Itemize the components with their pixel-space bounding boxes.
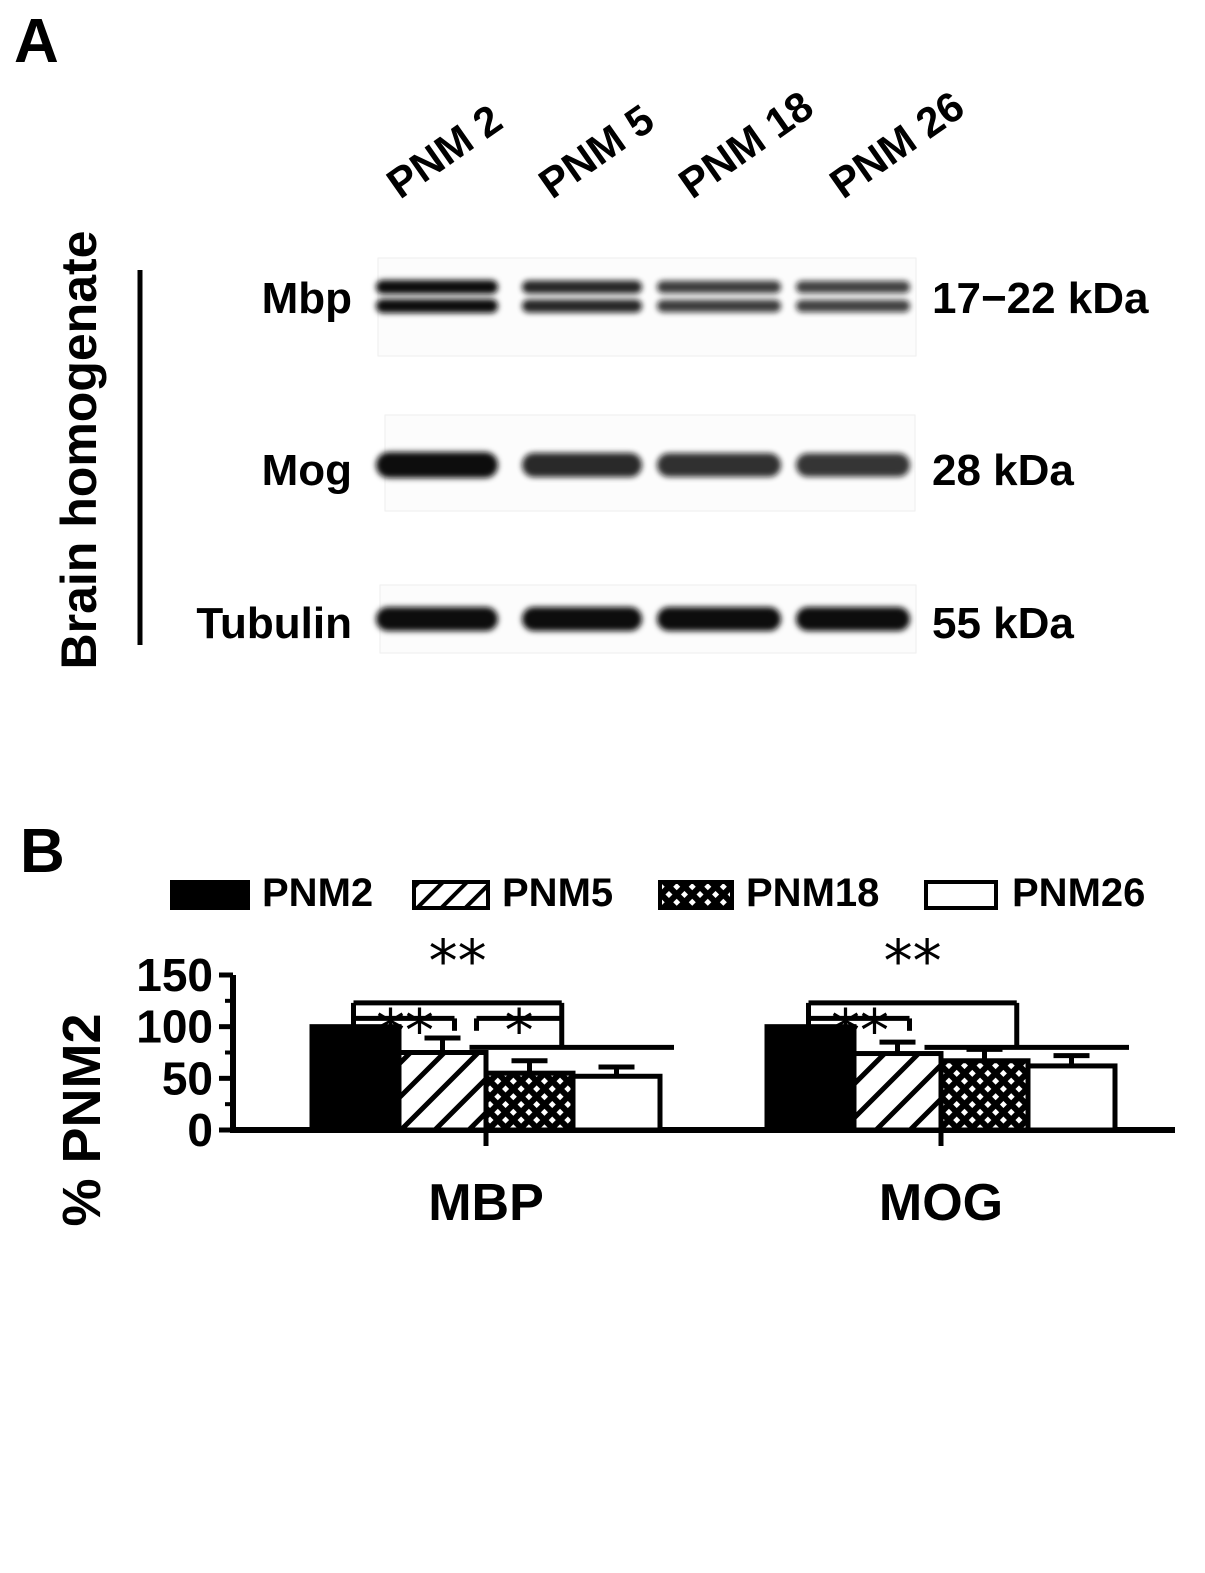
bar-pnm5-mog — [851, 1051, 944, 1133]
bar-pnm5-mbp — [396, 1050, 489, 1133]
blot-size-mbp: 17−22 kDa — [932, 274, 1149, 323]
legend-swatch-pnm18 — [658, 880, 734, 910]
legend-label: PNM2 — [262, 871, 373, 915]
x-category-label: MOG — [879, 1174, 1003, 1232]
legend-item: PNM5 — [412, 871, 613, 915]
significance-brackets: **** ***** — [351, 927, 1129, 1064]
blot-bands — [376, 280, 910, 631]
blot-band — [796, 453, 910, 477]
blot-band — [376, 299, 498, 313]
legend-label: PNM18 — [746, 871, 879, 915]
blot-band — [522, 452, 642, 478]
blot-band — [657, 453, 781, 477]
significance-star: ** — [429, 927, 487, 995]
blot-band — [376, 452, 498, 478]
lane-label: PNM 18 — [670, 82, 821, 208]
blot-band — [376, 607, 498, 631]
bar-pnm18-mog — [938, 1058, 1031, 1133]
y-tick-label: 0 — [187, 1104, 213, 1156]
y-tick-label: 50 — [162, 1052, 213, 1104]
significance-star: ** — [376, 996, 434, 1064]
legend-swatch-pnm2 — [170, 880, 250, 910]
significance-star: * — [505, 996, 534, 1064]
blot-band — [657, 280, 781, 294]
blot-band — [796, 607, 910, 631]
legend-swatch-pnm5 — [412, 880, 490, 910]
y-tick-label: 150 — [136, 949, 213, 1001]
x-category-label: MBP — [428, 1174, 544, 1232]
panel-b: B PNM2 PNM5 PNM18 PNM26 % PNM2 050100150… — [20, 817, 1175, 1232]
bar-pnm26-mbp — [570, 1073, 663, 1133]
blot-label-tubulin: Tubulin — [196, 599, 352, 648]
legend-item: PNM2 — [170, 871, 373, 915]
blot-band — [522, 280, 642, 294]
blot-size-tubulin: 55 kDa — [932, 599, 1074, 648]
legend-swatch-pnm26 — [924, 880, 998, 910]
legend-item: PNM18 — [658, 871, 879, 915]
blot-label-mbp: Mbp — [262, 274, 352, 323]
blot-band — [657, 299, 781, 313]
bars — [309, 1024, 1118, 1133]
blot-band — [522, 607, 642, 631]
lane-label: PNM 26 — [821, 82, 972, 208]
blot-band — [657, 607, 781, 631]
blot-band — [796, 299, 910, 313]
lane-label: PNM 5 — [530, 95, 662, 207]
bar-pnm2-mog — [764, 1024, 857, 1133]
panel-a: A Brain homogenate PNM 2 PNM 5 PNM 18 PN… — [14, 7, 1149, 669]
panel-a-label: A — [14, 7, 59, 76]
panel-b-label: B — [20, 817, 65, 886]
significance-star: ** — [831, 996, 889, 1064]
bar-pnm26-mog — [1025, 1063, 1118, 1133]
lane-labels: PNM 2 PNM 5 PNM 18 PNM 26 — [378, 82, 972, 208]
blot-band — [796, 280, 910, 294]
legend-label: PNM5 — [502, 871, 613, 915]
lane-label: PNM 2 — [378, 95, 510, 207]
legend-item: PNM26 — [924, 871, 1145, 915]
blot-size-mog: 28 kDa — [932, 446, 1074, 495]
blot-band — [522, 299, 642, 313]
legend: PNM2 PNM5 PNM18 PNM26 — [170, 871, 1145, 915]
blot-band — [376, 280, 498, 294]
y-tick-label: 100 — [136, 1001, 213, 1053]
y-axis-label: % PNM2 — [52, 1013, 112, 1226]
bar-pnm18-mbp — [483, 1070, 576, 1133]
significance-star: ** — [884, 927, 942, 995]
brain-homogenate-label: Brain homogenate — [51, 231, 107, 670]
legend-label: PNM26 — [1012, 871, 1145, 915]
blot-label-mog: Mog — [262, 446, 352, 495]
